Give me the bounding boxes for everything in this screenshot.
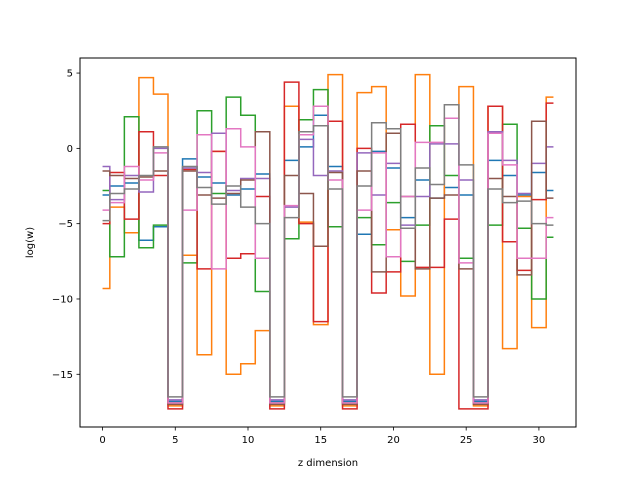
x-axis-label: z dimension: [298, 458, 358, 469]
series-line-6: [102, 120, 554, 406]
y-tick-label: 0: [67, 144, 73, 155]
y-tick-label: −10: [52, 294, 73, 305]
x-tick-label: 30: [533, 435, 546, 446]
y-tick-label: −15: [52, 370, 73, 381]
x-tick-label: 15: [314, 435, 327, 446]
y-axis: −15 −10 −5 0 5: [52, 69, 80, 381]
y-tick-label: 5: [67, 69, 73, 80]
x-tick-label: 25: [460, 435, 473, 446]
x-tick-label: 20: [387, 435, 400, 446]
x-tick-label: 10: [242, 435, 255, 446]
series-layer: [102, 73, 554, 410]
y-tick-label: −5: [58, 219, 73, 230]
plot-frame: [79, 57, 577, 428]
x-tick-label: 5: [172, 435, 178, 446]
series-line-4: [102, 81, 554, 410]
x-axis: 0 5 10 15 20 25 30: [99, 427, 545, 446]
y-axis-label: log(w): [25, 227, 36, 258]
series-line-8: [102, 103, 554, 398]
x-tick-label: 0: [99, 435, 105, 446]
